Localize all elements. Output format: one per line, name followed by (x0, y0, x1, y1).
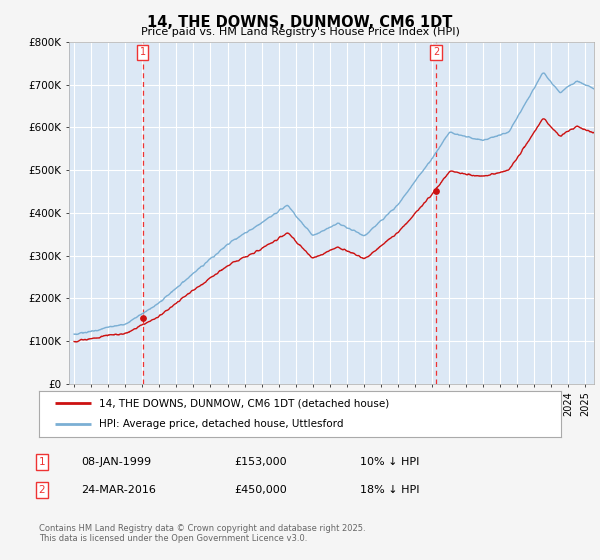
Text: 08-JAN-1999: 08-JAN-1999 (81, 457, 151, 467)
Text: 24-MAR-2016: 24-MAR-2016 (81, 485, 156, 495)
Text: 14, THE DOWNS, DUNMOW, CM6 1DT: 14, THE DOWNS, DUNMOW, CM6 1DT (148, 15, 452, 30)
Text: Price paid vs. HM Land Registry's House Price Index (HPI): Price paid vs. HM Land Registry's House … (140, 27, 460, 37)
Point (138, 314, 148, 323)
Point (431, 187, 441, 196)
Text: 14, THE DOWNS, DUNMOW, CM6 1DT (detached house): 14, THE DOWNS, DUNMOW, CM6 1DT (detached… (99, 398, 389, 408)
Text: 1: 1 (38, 457, 46, 467)
Text: HPI: Average price, detached house, Uttlesford: HPI: Average price, detached house, Uttl… (99, 419, 344, 430)
Text: £153,000: £153,000 (234, 457, 287, 467)
Text: £450,000: £450,000 (234, 485, 287, 495)
Text: Contains HM Land Registry data © Crown copyright and database right 2025.
This d: Contains HM Land Registry data © Crown c… (39, 524, 365, 543)
Text: 1: 1 (140, 47, 146, 57)
Text: 18% ↓ HPI: 18% ↓ HPI (360, 485, 419, 495)
Text: 10% ↓ HPI: 10% ↓ HPI (360, 457, 419, 467)
Text: 2: 2 (433, 47, 439, 57)
Text: 2: 2 (38, 485, 46, 495)
